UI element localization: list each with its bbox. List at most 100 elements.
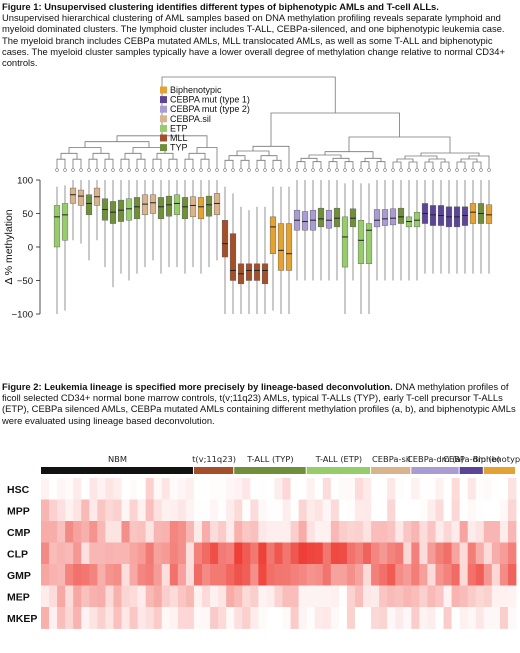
box-body	[253, 263, 261, 281]
heatmap-cell	[137, 542, 147, 565]
heatmap-cell	[435, 478, 444, 500]
heatmap-cell	[41, 564, 50, 586]
heatmap-cell	[387, 607, 396, 629]
heatmap-cell	[354, 478, 364, 500]
heatmap-cell	[298, 607, 308, 629]
legend-item: ETP	[160, 123, 188, 133]
heatmap-cell	[451, 607, 461, 629]
heatmap-cell	[395, 585, 404, 608]
box-body	[429, 205, 437, 226]
heatmap-cell	[129, 542, 139, 565]
box-9	[117, 168, 125, 274]
heatmap-cell	[234, 585, 243, 608]
heatmap-cell	[242, 564, 251, 586]
box-body	[181, 197, 189, 220]
heatmap-cell	[346, 564, 356, 586]
heatmap-cell	[145, 499, 155, 522]
heatmap-cell	[234, 521, 243, 543]
box-body	[77, 189, 85, 206]
box-54	[477, 168, 485, 274]
heatmap-cell	[459, 564, 469, 586]
box-39	[357, 168, 365, 314]
heatmap-cell	[330, 564, 340, 586]
box-body	[133, 197, 141, 220]
heatmap-cell	[169, 607, 179, 629]
heatmap-cell	[395, 499, 404, 522]
heatmap-cell	[105, 607, 114, 629]
heatmap-cell	[274, 521, 283, 543]
dendrogram-link	[332, 157, 350, 162]
heatmap-cell	[298, 564, 308, 586]
leaf-marker	[399, 168, 403, 172]
group-label: t(v;11q23)	[192, 454, 236, 464]
box-5	[85, 168, 93, 261]
leaf-marker	[55, 168, 59, 172]
heatmap-cell	[395, 542, 404, 565]
heatmap-cell	[258, 607, 267, 629]
heatmap-cell	[161, 585, 171, 608]
dendrogram-link	[260, 155, 278, 161]
heatmap-cell	[89, 607, 98, 629]
heatmap-cell	[177, 499, 187, 522]
heatmap-cell	[121, 542, 130, 565]
leaf-marker	[447, 168, 451, 172]
heatmap-cell	[491, 499, 501, 522]
box-12	[141, 168, 149, 268]
heatmap-cell	[113, 542, 122, 565]
heatmap-cell	[226, 478, 235, 500]
heatmap-cell	[49, 521, 58, 543]
dendrogram-link	[460, 158, 478, 162]
leaf-marker	[191, 168, 195, 172]
heatmap-cell	[137, 478, 147, 500]
leaf-marker	[391, 168, 395, 172]
heatmap-cells	[41, 478, 517, 629]
heatmap-cell	[475, 478, 485, 500]
leaf-marker	[223, 168, 227, 172]
heatmap-cell	[89, 564, 98, 586]
heatmap-cell	[266, 521, 275, 543]
heatmap-cell	[443, 585, 452, 608]
heatmap-cell	[89, 585, 98, 608]
heatmap-cell	[346, 521, 356, 543]
heatmap-cell	[266, 542, 275, 565]
heatmap-cell	[193, 478, 203, 500]
dendrogram-link	[270, 112, 400, 147]
group-bar	[306, 467, 371, 474]
box-15	[165, 168, 173, 268]
heatmap-cell	[210, 607, 219, 629]
box-body	[189, 196, 197, 218]
heatmap-cell	[153, 585, 163, 608]
heatmap-cell	[129, 607, 139, 629]
heatmap-cell	[218, 564, 227, 586]
leaf-marker	[335, 168, 339, 172]
leaf-marker	[271, 168, 275, 172]
heatmap-cell	[274, 499, 283, 522]
heatmap-cell	[97, 542, 106, 565]
heatmap-cell	[161, 564, 171, 586]
heatmap-cell	[427, 585, 436, 608]
heatmap-cell	[387, 564, 396, 586]
heatmap-cell	[89, 542, 98, 565]
row-label-clp: CLP	[7, 548, 28, 560]
legend-swatch	[160, 144, 167, 152]
heatmap-cell	[218, 607, 227, 629]
heatmap-cell	[419, 564, 428, 586]
heatmap-cell	[89, 521, 98, 543]
heatmap-cell	[306, 499, 316, 522]
row-label-gmp: GMP	[7, 570, 31, 582]
heatmap-cell	[314, 478, 324, 500]
heatmap-cell	[435, 542, 444, 565]
heatmap-cell	[290, 564, 300, 586]
leaf-marker	[199, 168, 203, 172]
dendrogram-link	[376, 161, 386, 168]
dendrogram-link	[440, 161, 450, 168]
dendrogram-link	[348, 136, 451, 153]
box-body	[317, 207, 325, 228]
heatmap-cell	[234, 499, 243, 522]
box-55	[485, 168, 493, 274]
heatmap-cell	[274, 585, 283, 608]
heatmap-cell	[467, 585, 477, 608]
box-21	[213, 168, 221, 261]
leaf-marker	[439, 168, 443, 172]
heatmap-cell	[282, 478, 291, 500]
